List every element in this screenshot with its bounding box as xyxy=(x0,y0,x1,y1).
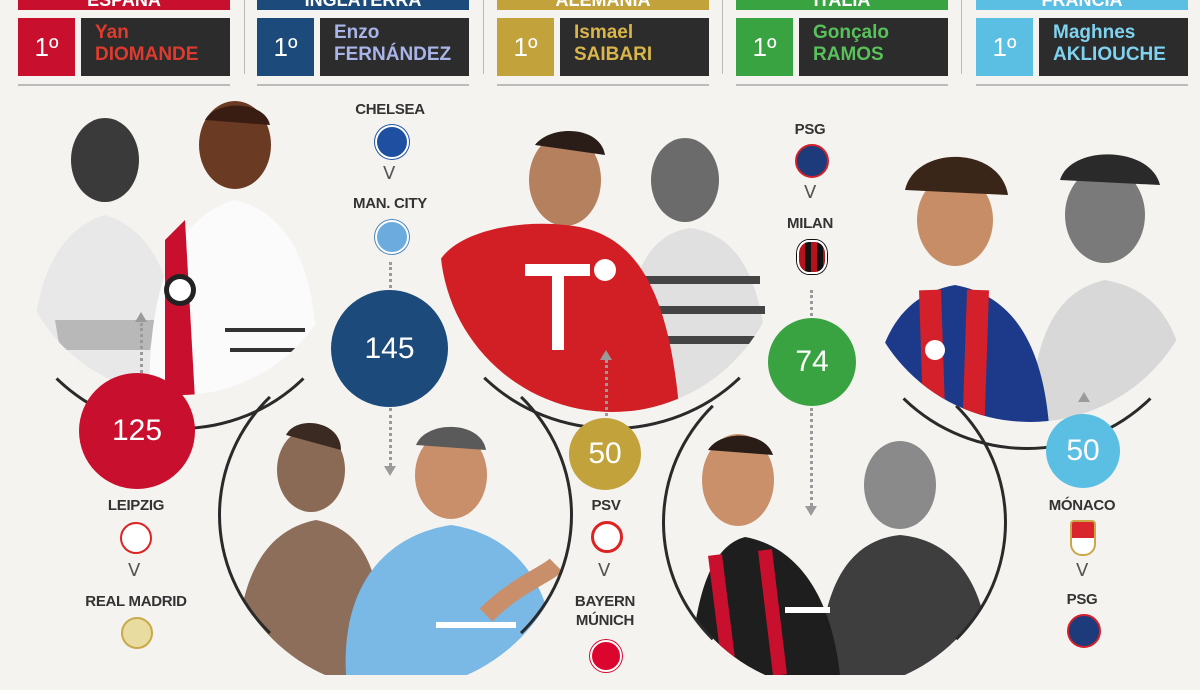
column-italia: ITALIA 1º Gonçalo RAMOS xyxy=(736,0,948,78)
transfer-arrow xyxy=(605,360,608,416)
divider xyxy=(722,0,723,74)
club-label-psv: PSV xyxy=(591,497,621,514)
fee-circle-espana: 125 xyxy=(79,373,195,489)
player-name: Ismael SAIBARI xyxy=(560,18,709,76)
chevron-down-icon: V xyxy=(1076,560,1089,581)
transfer-arrow xyxy=(389,262,392,288)
real-madrid-crest-icon xyxy=(121,617,153,649)
psg-crest-icon xyxy=(795,144,829,178)
monaco-crest-icon xyxy=(1070,520,1096,556)
bayern-crest-icon xyxy=(590,640,622,672)
photo-arc xyxy=(662,355,1007,690)
country-header: ESPAÑA xyxy=(18,0,230,10)
divider xyxy=(257,84,469,86)
club-label-man-city: MAN. CITY xyxy=(353,195,427,212)
arrow-head-icon xyxy=(805,506,817,516)
divider xyxy=(483,0,484,74)
player-name: Yan DIOMANDE xyxy=(81,18,230,76)
arrow-head-icon xyxy=(1078,392,1090,402)
rank-badge: 1º xyxy=(257,18,314,76)
chelsea-crest-icon xyxy=(375,125,409,159)
column-alemania: ALEMANIA 1º Ismael SAIBARI xyxy=(497,0,709,78)
chevron-down-icon: V xyxy=(804,182,817,203)
player-name: Gonçalo RAMOS xyxy=(799,18,948,76)
arrow-head-icon xyxy=(600,350,612,360)
last-name: SAIBARI xyxy=(574,44,653,65)
last-name: RAMOS xyxy=(813,44,884,65)
fee-circle-italia: 74 xyxy=(768,318,856,406)
milan-crest-icon xyxy=(797,240,827,274)
transfer-arrow xyxy=(810,408,813,506)
column-francia: FRANCIA 1º Maghnes AKLIOUCHE xyxy=(976,0,1188,78)
first-name: Yan xyxy=(95,22,129,43)
arrow-head-icon xyxy=(135,312,147,322)
first-name: Ismael xyxy=(574,22,634,43)
country-header: FRANCIA xyxy=(976,0,1188,10)
player-name: Maghnes AKLIOUCHE xyxy=(1039,18,1188,76)
country-header: ITALIA xyxy=(736,0,948,10)
club-label-monaco: MÓNACO xyxy=(1048,497,1116,514)
player-name: Enzo FERNÁNDEZ xyxy=(320,18,469,76)
divider xyxy=(961,0,962,74)
country-header: INGLATERRA xyxy=(257,0,469,10)
first-name: Gonçalo xyxy=(813,22,890,43)
divider xyxy=(736,84,948,86)
first-name: Maghnes xyxy=(1053,22,1136,43)
fee-circle-alemania: 50 xyxy=(569,418,641,490)
club-label-psg-2: PSG xyxy=(1066,591,1098,608)
fee-circle-francia: 50 xyxy=(1046,414,1120,488)
last-name: DIOMANDE xyxy=(95,44,199,65)
rank-badge: 1º xyxy=(497,18,554,76)
rank-badge: 1º xyxy=(736,18,793,76)
last-name: FERNÁNDEZ xyxy=(334,44,452,65)
divider xyxy=(976,84,1188,86)
column-espana: ESPAÑA 1º Yan DIOMANDE xyxy=(18,0,230,78)
club-label-bayern: BAYERN MÚNICH xyxy=(574,593,636,629)
country-header: ALEMANIA xyxy=(497,0,709,10)
club-label-real-madrid: REAL MADRID xyxy=(85,593,187,610)
photo-arc xyxy=(218,345,573,685)
divider xyxy=(497,84,709,86)
psg-crest-icon xyxy=(1067,614,1101,648)
divider xyxy=(244,0,245,74)
last-name: AKLIOUCHE xyxy=(1053,44,1166,65)
club-label-milan: MILAN xyxy=(787,215,833,232)
chevron-down-icon: V xyxy=(383,163,396,184)
club-label-leipzig: LEIPZIG xyxy=(107,497,165,514)
chevron-down-icon: V xyxy=(128,560,141,581)
first-name: Enzo xyxy=(334,22,380,43)
photo-arc xyxy=(852,110,1200,450)
psv-crest-icon xyxy=(591,521,623,553)
divider xyxy=(18,84,230,86)
man-city-crest-icon xyxy=(375,220,409,254)
rank-badge: 1º xyxy=(18,18,75,76)
column-inglaterra: INGLATERRA 1º Enzo FERNÁNDEZ xyxy=(257,0,469,78)
fee-circle-inglaterra: 145 xyxy=(331,290,448,407)
club-label-psg: PSG xyxy=(794,121,826,138)
transfer-arrow xyxy=(389,408,392,466)
leipzig-crest-icon xyxy=(120,522,152,554)
club-label-chelsea: CHELSEA xyxy=(355,101,425,118)
photo-arc xyxy=(432,90,792,430)
transfer-arrow xyxy=(140,323,143,373)
transfer-arrow xyxy=(810,290,813,316)
chevron-down-icon: V xyxy=(598,560,611,581)
rank-badge: 1º xyxy=(976,18,1033,76)
arrow-head-icon xyxy=(384,466,396,476)
